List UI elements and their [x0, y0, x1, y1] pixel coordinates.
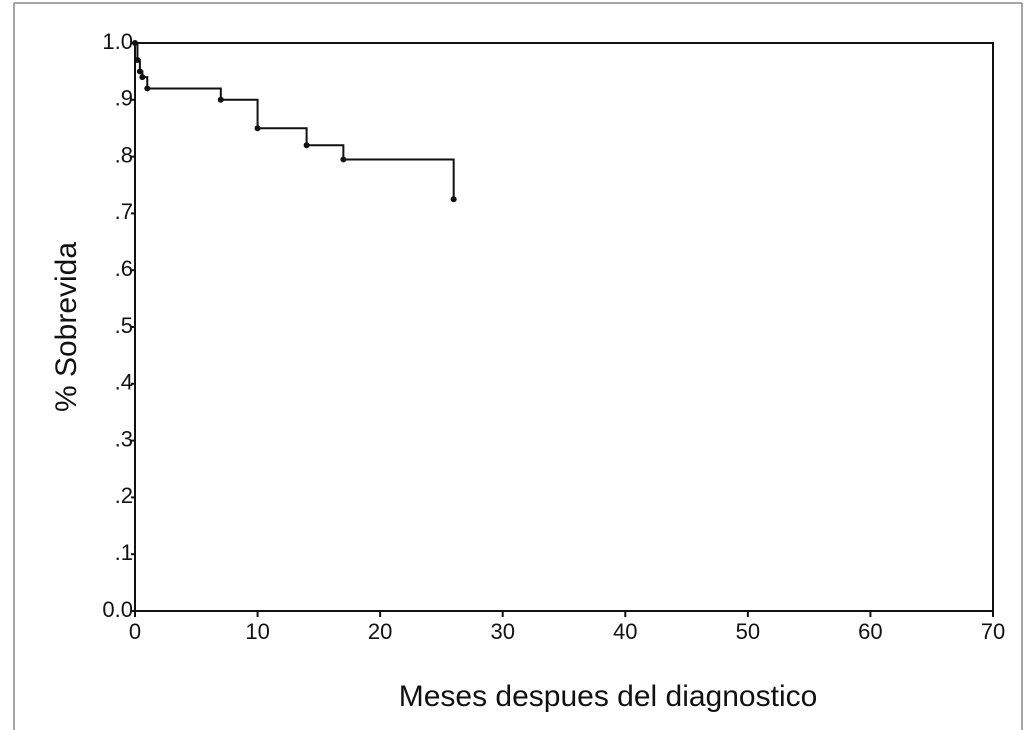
point [450, 196, 457, 203]
x-tick-label: 0 [129, 619, 141, 644]
survival-line [135, 42, 455, 200]
x-tick-label: 60 [858, 619, 882, 644]
y-tick-label: .2 [115, 483, 133, 508]
x-tick-label: 10 [245, 619, 269, 644]
point [217, 96, 224, 103]
x-tick-label: 50 [736, 619, 760, 644]
point [340, 156, 347, 163]
y-tick-label: .8 [115, 142, 133, 167]
x-axis-label: Meses despues del diagnostico [399, 680, 818, 713]
y-tick-label: .3 [115, 426, 133, 451]
point [303, 142, 310, 149]
y-tick-label: .9 [115, 86, 133, 111]
y-tick-label: .4 [115, 370, 133, 395]
point [134, 57, 141, 64]
point [132, 40, 138, 46]
y-tick-label: .5 [115, 313, 133, 338]
x-tick-label: 40 [613, 619, 637, 644]
x-tick-label: 70 [981, 619, 1005, 644]
x-tick-label: 20 [368, 619, 392, 644]
y-tick-label: .1 [115, 540, 133, 565]
point [254, 125, 261, 132]
point [136, 68, 143, 75]
y-tick-label: .6 [115, 256, 133, 281]
y-tick-label: 0.0 [102, 597, 133, 622]
point [139, 74, 146, 81]
y-tick-label: .7 [115, 199, 133, 224]
point [144, 85, 151, 92]
y-axis-label: % Sobrevida [50, 242, 83, 412]
y-tick-label: 1.0 [102, 29, 133, 54]
x-tick-label: 30 [490, 619, 514, 644]
